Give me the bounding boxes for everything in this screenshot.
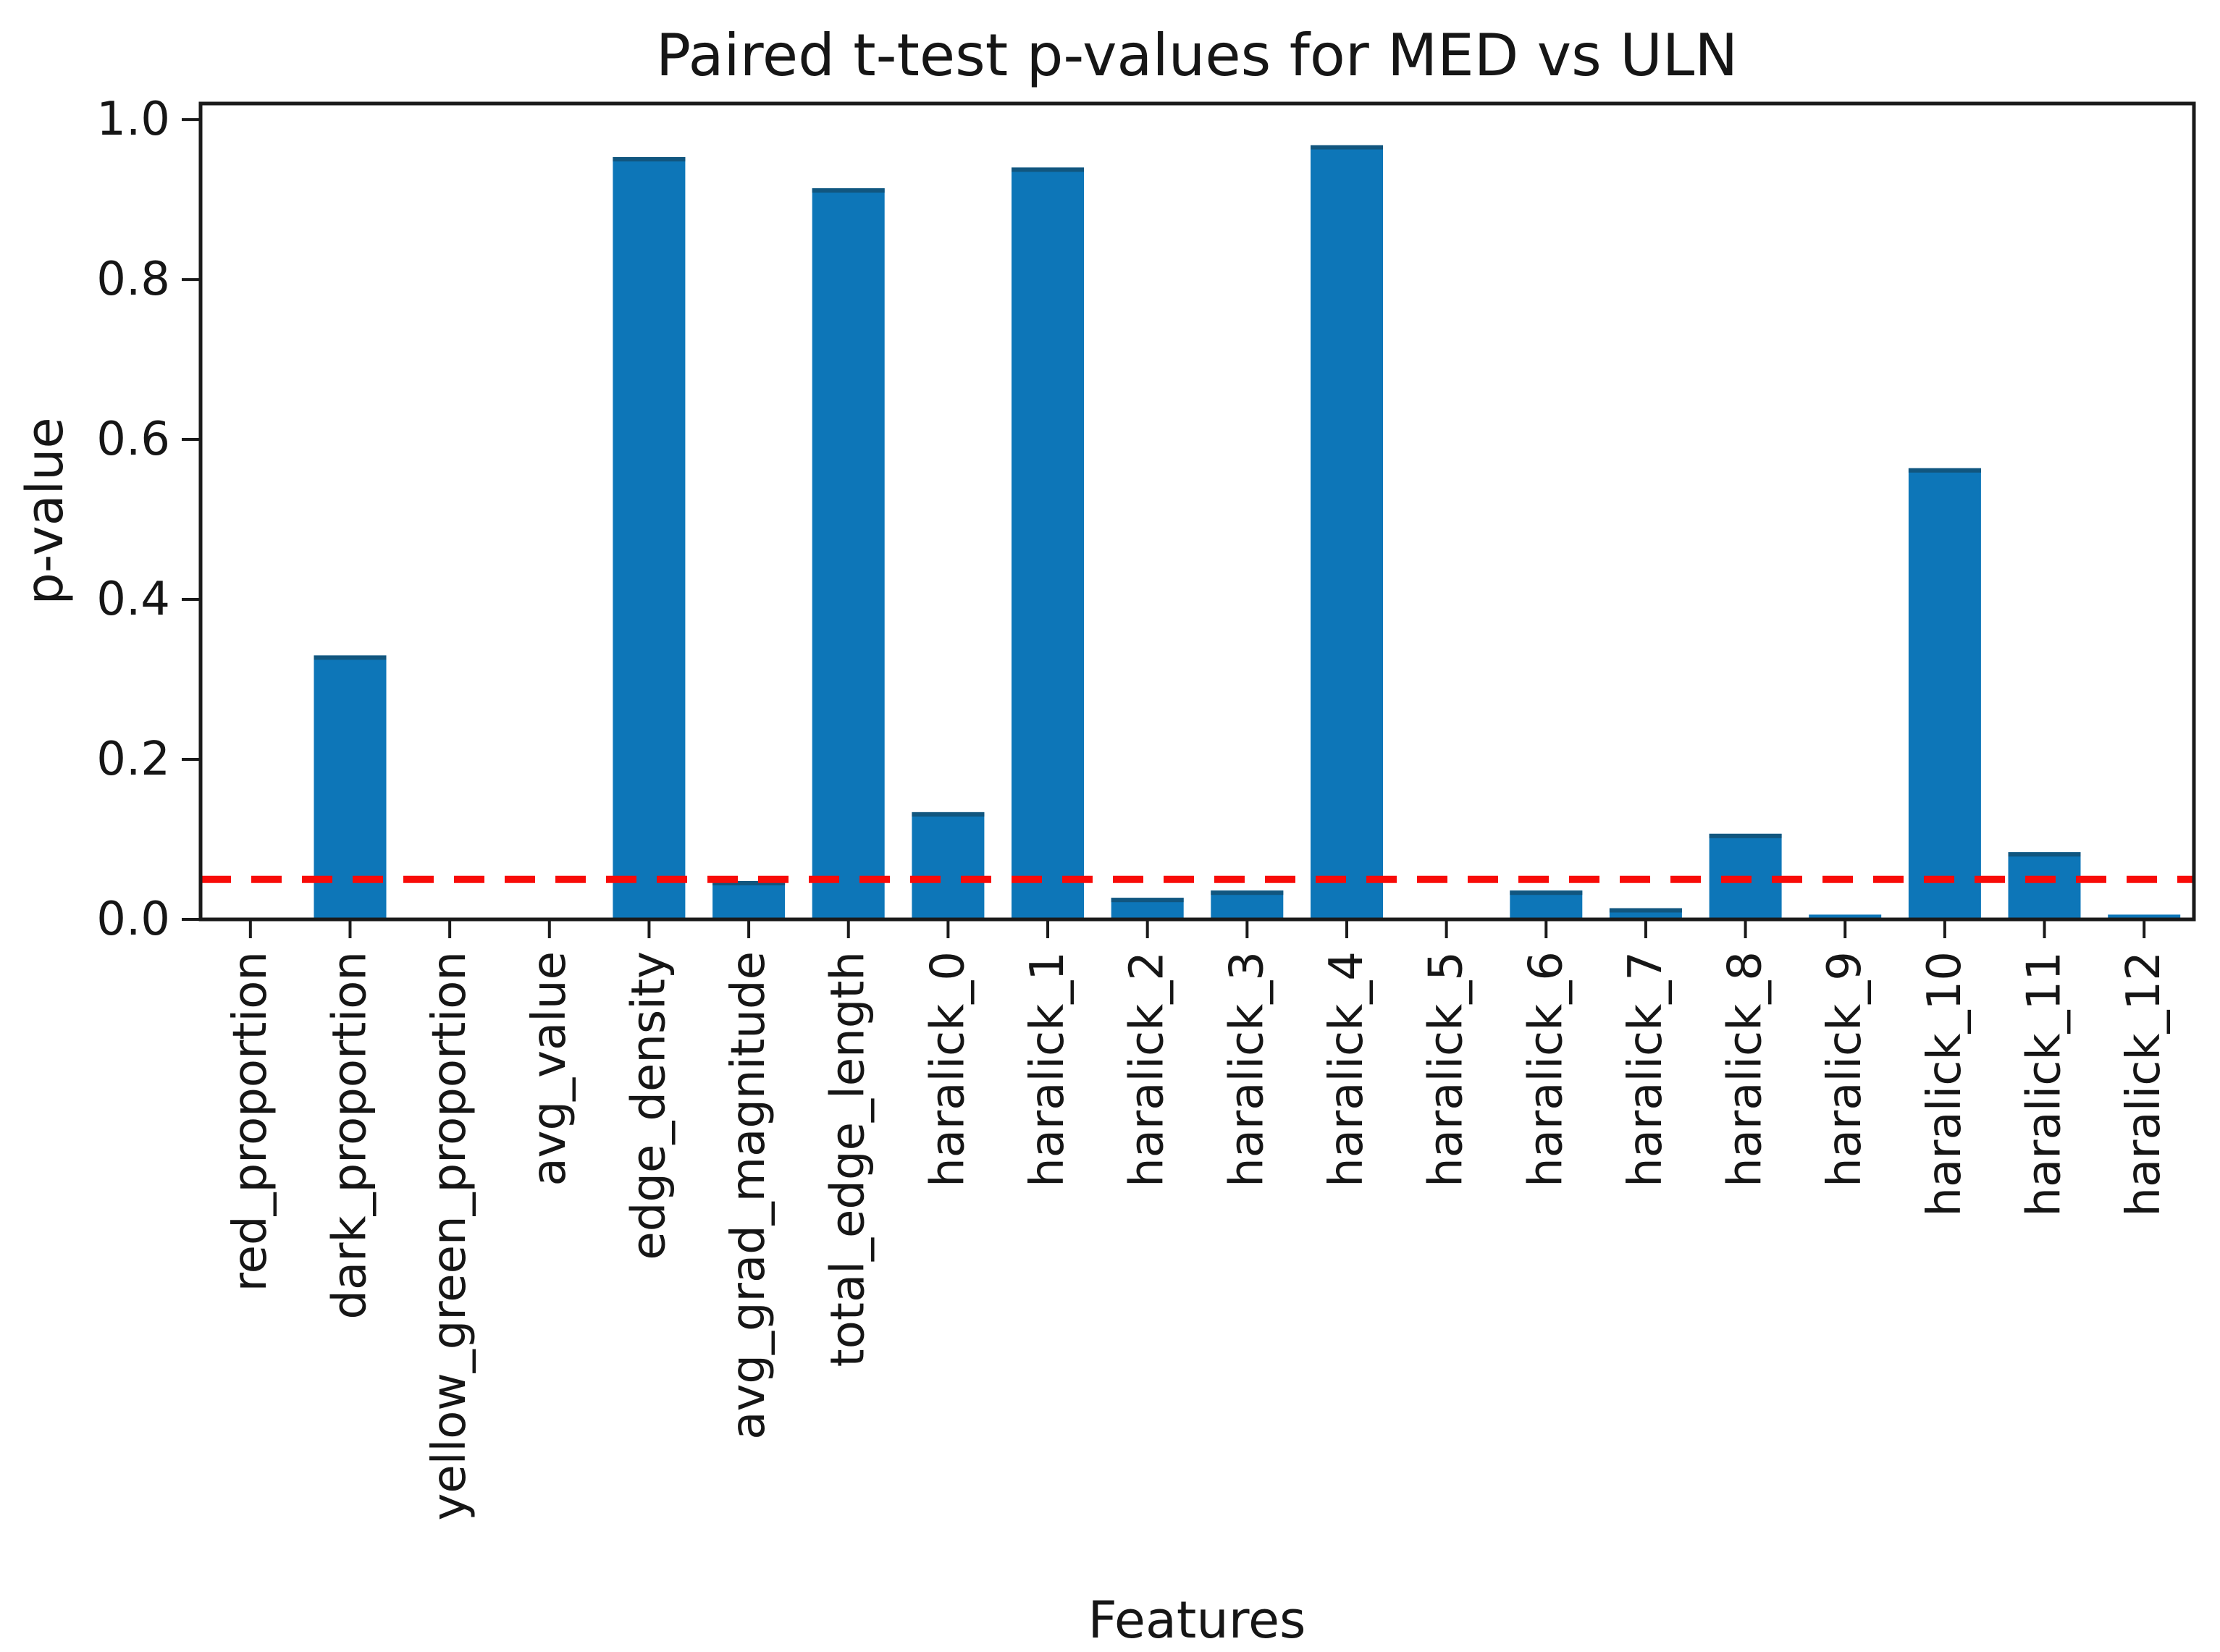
bar-top-edge — [712, 881, 786, 885]
bar-top-edge — [912, 812, 985, 817]
x-tick-label-total_edge_length: total_edge_length — [822, 951, 875, 1367]
x-tick-label-haralick_10: haralick_10 — [1918, 951, 1972, 1217]
bar-top-edge — [1111, 898, 1184, 903]
y-tick-label: 1.0 — [96, 93, 170, 146]
bar-top-edge — [1311, 145, 1383, 150]
bar-avg_grad_magnitude — [712, 881, 786, 919]
x-tick-label-avg_grad_magnitude: avg_grad_magnitude — [722, 951, 775, 1440]
x-axis-ticks: red_proportion dark_proportion yellow_gree… — [224, 919, 2171, 1521]
x-tick-label-haralick_0: haralick_0 — [921, 951, 975, 1187]
bar-haralick_9 — [1809, 914, 1882, 919]
y-tick-label: 0.0 — [96, 893, 170, 946]
bar-top-edge — [1211, 890, 1284, 895]
x-tick-label-haralick_5: haralick_5 — [1420, 951, 1473, 1187]
bar-top-edge — [613, 157, 686, 161]
bar-haralick_6 — [1510, 890, 1583, 919]
bar-total_edge_length — [812, 188, 885, 920]
bar-haralick_4 — [1311, 145, 1383, 919]
x-tick-label-haralick_3: haralick_3 — [1220, 951, 1274, 1187]
y-tick-label: 0.2 — [96, 733, 170, 786]
x-tick-label-haralick_6: haralick_6 — [1519, 951, 1573, 1187]
y-axis-label: p-value — [15, 417, 75, 604]
x-tick-label-haralick_8: haralick_8 — [1719, 951, 1773, 1187]
bar-dark_proportion — [314, 655, 387, 919]
bar-top-edge — [1709, 833, 1782, 838]
y-tick-label: 0.8 — [96, 253, 170, 306]
x-tick-label-haralick_1: haralick_1 — [1021, 951, 1075, 1187]
x-tick-label-red_proportion: red_proportion — [224, 951, 277, 1291]
x-tick-label-haralick_2: haralick_2 — [1121, 951, 1174, 1187]
bar-edge_density — [613, 157, 686, 919]
y-tick-label: 0.6 — [96, 413, 170, 466]
x-tick-label-haralick_12: haralick_12 — [2117, 951, 2171, 1217]
bar-top-edge — [1012, 167, 1084, 172]
y-axis-ticks: 0.0 0.2 0.4 0.6 0.8 1.0 — [96, 93, 201, 946]
bars-layer — [214, 145, 2181, 920]
bar-haralick_12 — [2108, 914, 2181, 919]
x-tick-label-haralick_11: haralick_11 — [2018, 951, 2072, 1217]
bar-top-edge — [2008, 852, 2081, 857]
bar-top-edge — [314, 655, 387, 660]
chart-title: Paired t-test p-values for MED vs ULN — [656, 22, 1738, 89]
bar-haralick_10 — [1908, 468, 1981, 919]
bar-haralick_11 — [2008, 852, 2081, 919]
x-tick-label-edge_density: edge_density — [622, 951, 676, 1260]
x-tick-label-avg_value: avg_value — [523, 951, 576, 1187]
bar-top-edge — [812, 188, 885, 193]
bar-top-edge — [1609, 908, 1682, 913]
x-axis-label: Features — [1088, 1590, 1306, 1650]
bar-top-edge — [1510, 890, 1583, 895]
x-tick-label-haralick_4: haralick_4 — [1320, 951, 1374, 1187]
x-tick-label-dark_proportion: dark_proportion — [324, 951, 377, 1320]
bar-haralick_0 — [912, 812, 985, 919]
bar-haralick_1 — [1012, 167, 1084, 919]
x-tick-label-yellow_green_proportion: yellow_green_proportion — [423, 951, 476, 1521]
bar-haralick_3 — [1211, 890, 1284, 919]
x-tick-label-haralick_9: haralick_9 — [1818, 951, 1872, 1187]
plot-border — [198, 101, 2196, 922]
y-tick-label: 0.4 — [96, 573, 170, 626]
bar-top-edge — [1908, 468, 1981, 473]
x-tick-label-haralick_7: haralick_7 — [1619, 951, 1673, 1187]
